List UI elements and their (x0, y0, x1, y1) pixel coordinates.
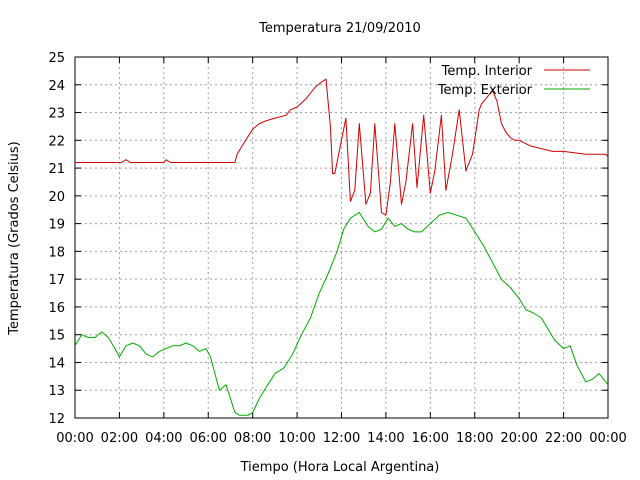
y-tick-label: 12 (48, 412, 65, 427)
series-line-interior (75, 78, 609, 216)
x-tick-label: 04:00 (145, 431, 182, 446)
y-tick-label: 16 (48, 301, 65, 316)
legend: Temp. Interior Temp. Exterior (437, 64, 590, 98)
y-tick-label: 25 (48, 51, 65, 66)
y-tick-label: 19 (48, 218, 65, 233)
x-tick-label: 16:00 (412, 431, 449, 446)
y-tick-label: 21 (48, 162, 65, 177)
x-tick-label: 10:00 (278, 431, 315, 446)
x-tick-label: 02:00 (101, 431, 138, 446)
x-tick-label: 18:00 (456, 431, 493, 446)
x-tick-label: 22:00 (545, 431, 582, 446)
y-tick-label: 22 (48, 134, 65, 149)
y-tick-label: 20 (48, 190, 65, 205)
y-tick-label: 23 (48, 107, 65, 122)
y-tick-label: 15 (48, 329, 65, 344)
x-tick-label: 00:00 (56, 431, 93, 446)
x-axis-label: Tiempo (Hora Local Argentina) (240, 460, 440, 475)
x-tick-label: 12:00 (323, 431, 360, 446)
y-tick-label: 14 (48, 356, 65, 371)
x-tick-label: 08:00 (234, 431, 271, 446)
x-tick-label: 14:00 (367, 431, 404, 446)
x-tick-label: 00:00 (589, 431, 626, 446)
grid (75, 57, 608, 418)
y-tick-label: 24 (48, 79, 65, 94)
y-tick-label: 18 (48, 245, 65, 260)
y-tick-label: 13 (48, 384, 65, 399)
y-axis-label: Temperatura (Grados Celsius) (7, 141, 22, 335)
chart-title: Temperatura 21/09/2010 (258, 21, 421, 36)
legend-label: Temp. Exterior (437, 83, 533, 98)
axis-ticks: 00:00 02:00 04:00 06:00 08:00 10:00 12:00 14:00… (48, 51, 626, 446)
y-tick-label: 17 (48, 273, 65, 288)
series-line-exterior (74, 212, 609, 416)
series-lines (74, 78, 609, 416)
legend-label: Temp. Interior (441, 64, 533, 79)
x-tick-label: 06:00 (190, 431, 227, 446)
x-tick-label: 20:00 (500, 431, 537, 446)
